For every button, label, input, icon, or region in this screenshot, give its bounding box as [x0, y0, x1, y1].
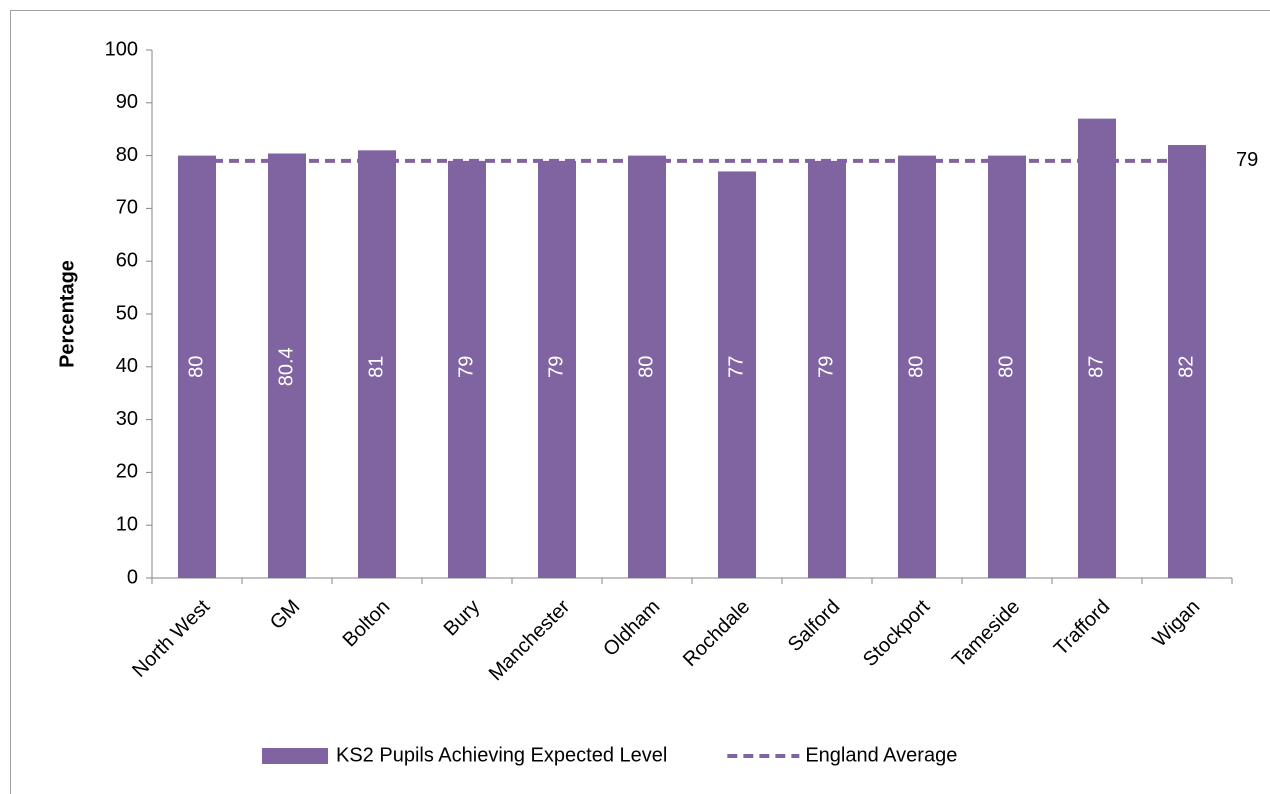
- y-tick-label: 100: [105, 38, 138, 60]
- x-tick-label: Tameside: [948, 596, 1024, 672]
- bar: [718, 171, 756, 578]
- y-tick-label: 40: [116, 355, 138, 377]
- data-label: 87: [1085, 356, 1107, 378]
- bar: [358, 150, 396, 578]
- x-tick-label: Stockport: [859, 595, 935, 671]
- x-tick-label: Trafford: [1050, 596, 1114, 660]
- x-tick-label: Manchester: [485, 595, 575, 685]
- y-tick-label: 20: [116, 461, 138, 483]
- y-tick-label: 30: [116, 408, 138, 430]
- data-label: 80: [185, 356, 207, 378]
- legend-label: England Average: [805, 744, 957, 766]
- legend-swatch: [262, 748, 328, 764]
- bar: [628, 155, 666, 578]
- x-tick-label: Bolton: [339, 596, 395, 652]
- x-tick-label: GM: [266, 596, 304, 634]
- x-tick-label: Salford: [784, 596, 844, 656]
- data-label: 80: [635, 356, 657, 378]
- data-label: 80.4: [275, 347, 297, 386]
- bar: [988, 155, 1026, 578]
- bar: [178, 155, 216, 578]
- bar: [898, 155, 936, 578]
- y-axis-label: Percentage: [56, 260, 78, 368]
- bar: [1168, 145, 1206, 579]
- x-tick-label: Bury: [440, 596, 485, 641]
- x-tick-label: Oldham: [599, 596, 664, 661]
- y-tick-label: 90: [116, 91, 138, 113]
- bar: [448, 160, 486, 578]
- data-label: 80: [995, 356, 1017, 378]
- legend-label: KS2 Pupils Achieving Expected Level: [336, 744, 667, 766]
- x-tick-label: Wigan: [1149, 596, 1205, 652]
- y-tick-label: 70: [116, 197, 138, 219]
- data-label: 79: [1236, 149, 1258, 171]
- data-label: 81: [365, 356, 387, 378]
- x-tick-label: North West: [128, 595, 214, 681]
- y-tick-label: 60: [116, 249, 138, 271]
- x-tick-label: Rochdale: [679, 596, 754, 671]
- data-label: 79: [815, 356, 837, 378]
- y-tick-label: 80: [116, 144, 138, 166]
- data-label: 77: [725, 356, 747, 378]
- data-label: 79: [455, 356, 477, 378]
- data-label: 82: [1175, 356, 1197, 378]
- bar: [538, 160, 576, 578]
- y-tick-label: 0: [127, 566, 138, 588]
- bar: [268, 153, 306, 578]
- y-tick-label: 10: [116, 513, 138, 535]
- data-label: 79: [545, 356, 567, 378]
- data-label: 80: [905, 356, 927, 378]
- chart-border: [10, 10, 1270, 794]
- y-tick-label: 50: [116, 302, 138, 324]
- bar: [1078, 118, 1116, 578]
- bar: [808, 160, 846, 578]
